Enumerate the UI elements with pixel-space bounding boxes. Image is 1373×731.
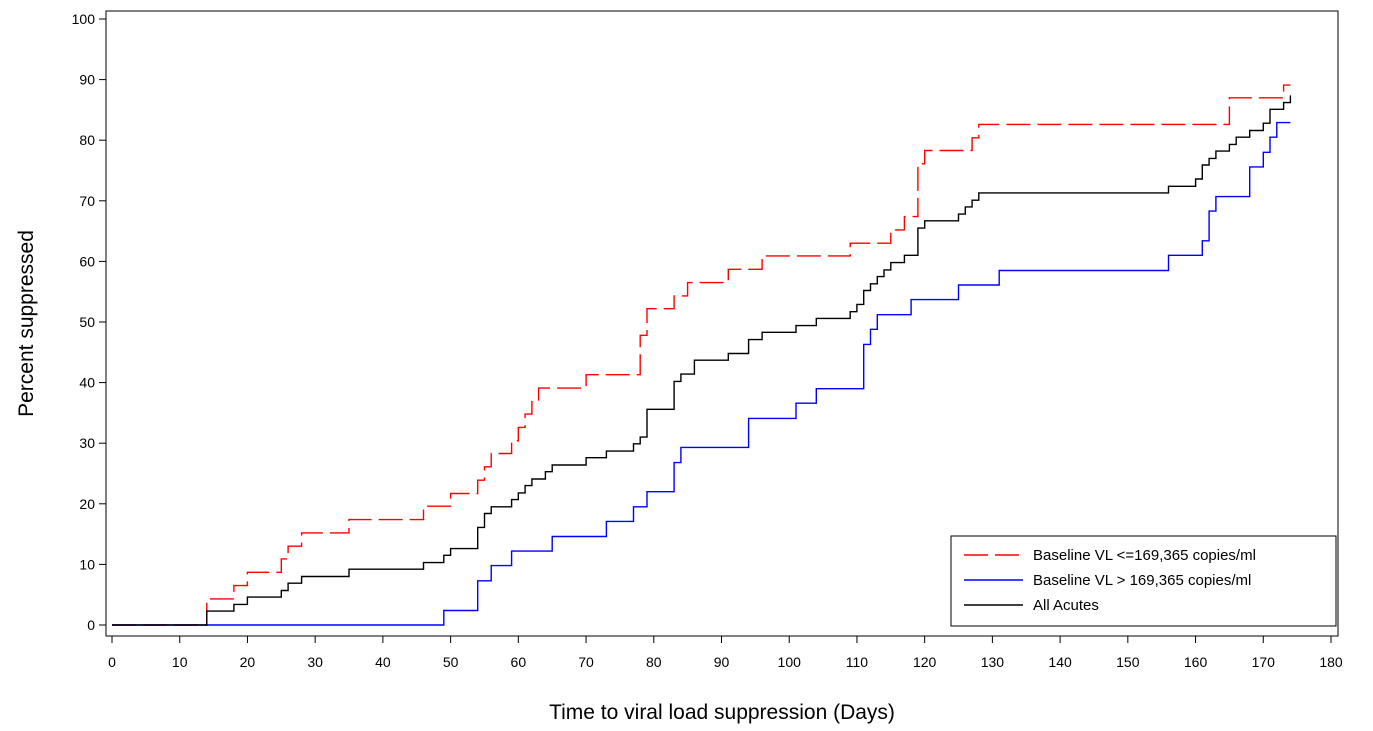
- y-tick-label: 0: [87, 617, 95, 633]
- legend-label-3: All Acutes: [1033, 597, 1099, 614]
- x-tick-label: 140: [1048, 654, 1072, 670]
- y-tick-label: 40: [79, 375, 95, 391]
- series-layer: [112, 84, 1292, 626]
- series-line-3: [112, 95, 1292, 626]
- legend-label-2: Baseline VL > 169,365 copies/ml: [1033, 572, 1251, 589]
- x-tick-label: 60: [511, 654, 527, 670]
- x-tick-label: 130: [981, 654, 1005, 670]
- y-tick-label: 50: [79, 314, 95, 330]
- y-tick-label: 100: [72, 11, 96, 27]
- y-tick-label: 30: [79, 435, 95, 451]
- legend-box: [950, 535, 1337, 627]
- x-tick-label: 100: [778, 654, 802, 670]
- axes-layer: 0 10 20 30 40 50 60 70 80 90 100 110 120 130 140 150 160…: [72, 11, 1343, 670]
- y-tick-label: 80: [79, 132, 95, 148]
- x-tick-label: 150: [1116, 654, 1140, 670]
- x-tick-label: 50: [443, 654, 459, 670]
- x-tick-label: 30: [307, 654, 323, 670]
- y-tick-label: 60: [79, 253, 95, 269]
- x-tick-label: 120: [913, 654, 937, 670]
- y-tick-label: 20: [79, 496, 95, 512]
- x-tick-label: 70: [578, 654, 594, 670]
- x-tick-label: 110: [846, 654, 869, 670]
- x-tick-label: 40: [375, 654, 391, 670]
- x-tick-label: 20: [240, 654, 256, 670]
- series-line-2: [112, 121, 1291, 626]
- x-tick-label: 160: [1184, 654, 1208, 670]
- x-tick-label: 10: [172, 654, 188, 670]
- x-tick-label: 0: [108, 654, 116, 670]
- legend: Baseline VL <=169,365 copies/ml Baseline …: [950, 535, 1337, 627]
- y-tick-label: 90: [79, 72, 95, 88]
- legend-label-1: Baseline VL <=169,365 copies/ml: [1033, 547, 1256, 564]
- y-tick-label: 10: [79, 556, 95, 572]
- x-axis-title: Time to viral load suppression (Days): [549, 701, 895, 724]
- x-tick-label: 170: [1252, 654, 1276, 670]
- series-line-1: [112, 84, 1291, 626]
- x-tick-label: 90: [714, 654, 730, 670]
- x-tick-label: 80: [646, 654, 662, 670]
- y-tick-label: 70: [79, 193, 95, 209]
- y-axis-title: Percent suppressed: [15, 230, 38, 417]
- x-tick-label: 180: [1319, 654, 1343, 670]
